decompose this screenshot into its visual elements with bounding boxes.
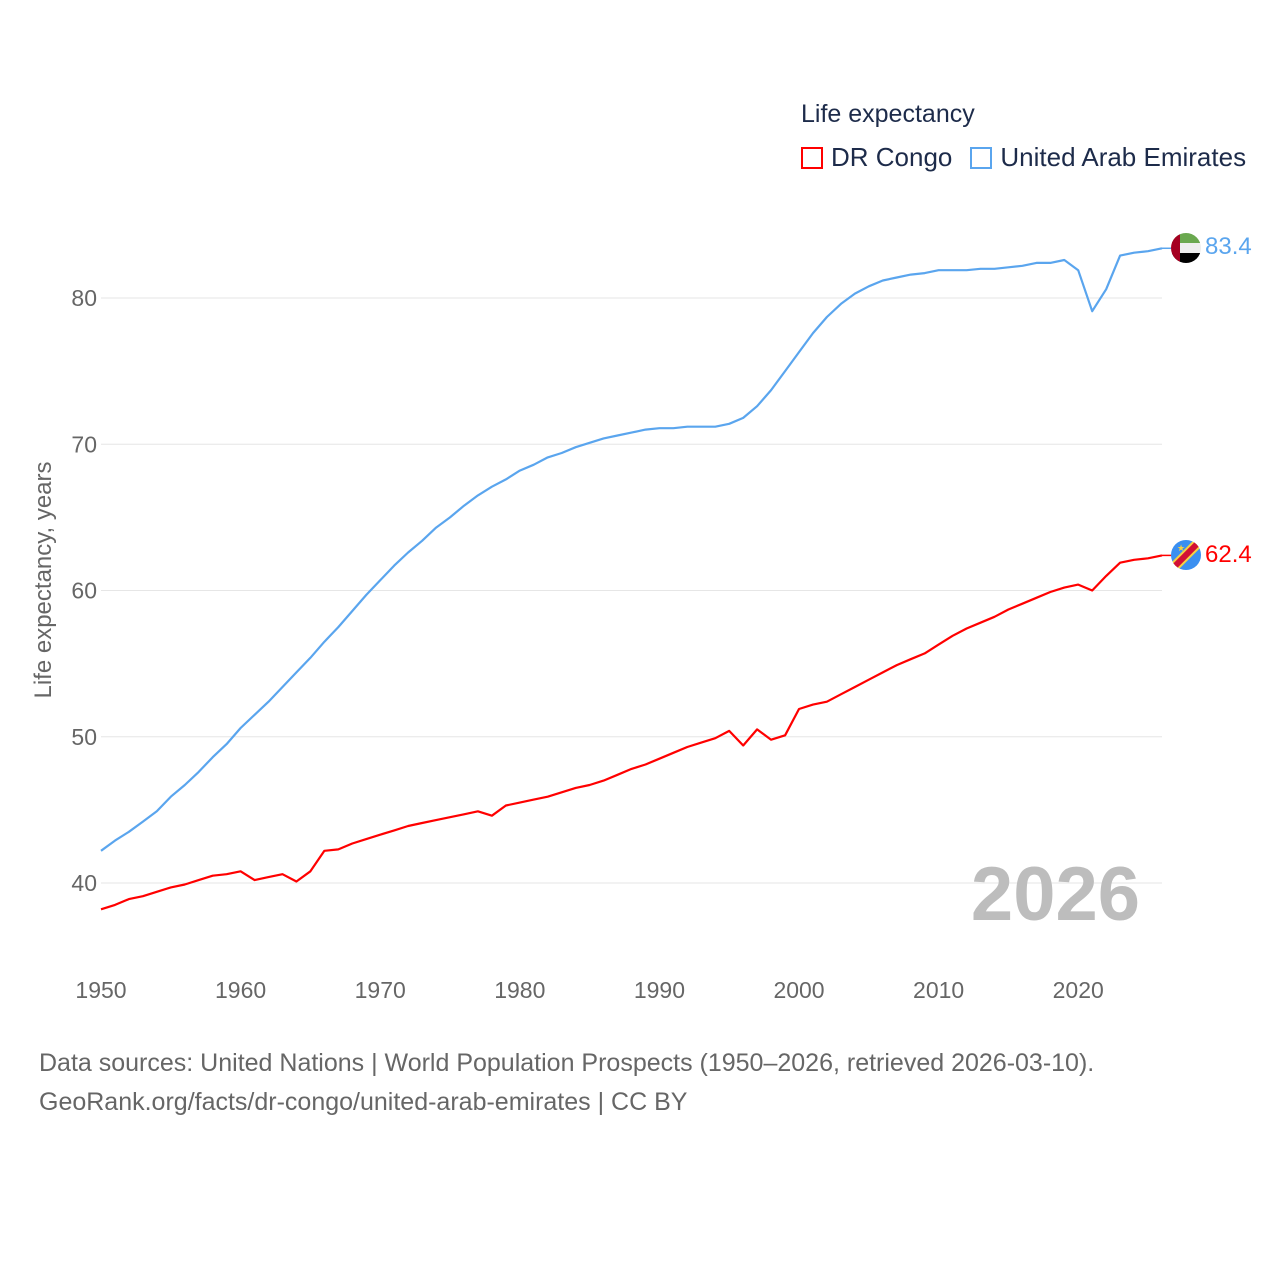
- svg-text:★: ★: [1177, 543, 1185, 553]
- y-tick-label: 70: [71, 431, 97, 457]
- legend-swatch-dr-congo: [801, 146, 823, 169]
- legend-item-dr-congo[interactable]: DR Congo: [801, 142, 952, 173]
- uae-end-label: 83.4: [1205, 233, 1252, 260]
- series-line-uae: [100, 247, 1163, 852]
- uae-flag-icon: [1171, 233, 1201, 263]
- legend-item-uae[interactable]: United Arab Emirates: [970, 142, 1246, 173]
- x-tick-label: 2010: [913, 977, 964, 1003]
- dr-congo-flag-icon: ★: [1171, 540, 1201, 570]
- source-line-1: Data sources: United Nations | World Pop…: [39, 1049, 1095, 1077]
- series-line-dr-congo: [100, 554, 1163, 911]
- y-axis-label: Life expectancy, years: [30, 461, 57, 698]
- legend-swatch-uae: [970, 146, 993, 169]
- x-tick-label: 1980: [494, 977, 545, 1003]
- x-tick-label: 1960: [215, 977, 266, 1003]
- source-link[interactable]: GeoRank.org/facts/dr-congo/united-arab-e…: [39, 1088, 688, 1116]
- x-tick-label: 1970: [355, 977, 406, 1003]
- y-tick-label: 40: [71, 870, 97, 896]
- year-watermark: 2026: [971, 852, 1140, 937]
- legend: DR Congo United Arab Emirates: [801, 142, 1264, 173]
- y-tick-label: 50: [71, 724, 97, 750]
- x-tick-label: 1950: [75, 977, 126, 1003]
- y-tick-label: 80: [71, 285, 97, 311]
- x-tick-label: 2000: [773, 977, 824, 1003]
- line-chart: 40 50 60 70 80 1950 1960 1970 1980 1990 2000 2010 2…: [30, 233, 1252, 1003]
- legend-title: Life expectancy: [801, 100, 975, 128]
- x-tick-label: 2020: [1053, 977, 1104, 1003]
- y-tick-label: 60: [71, 578, 97, 604]
- legend-label: United Arab Emirates: [1000, 142, 1247, 172]
- legend-label: DR Congo: [831, 142, 953, 172]
- x-tick-label: 1990: [634, 977, 685, 1003]
- source-note: Data sources: United Nations | World Pop…: [39, 1044, 1094, 1122]
- dr-congo-end-label: 62.4: [1205, 541, 1252, 568]
